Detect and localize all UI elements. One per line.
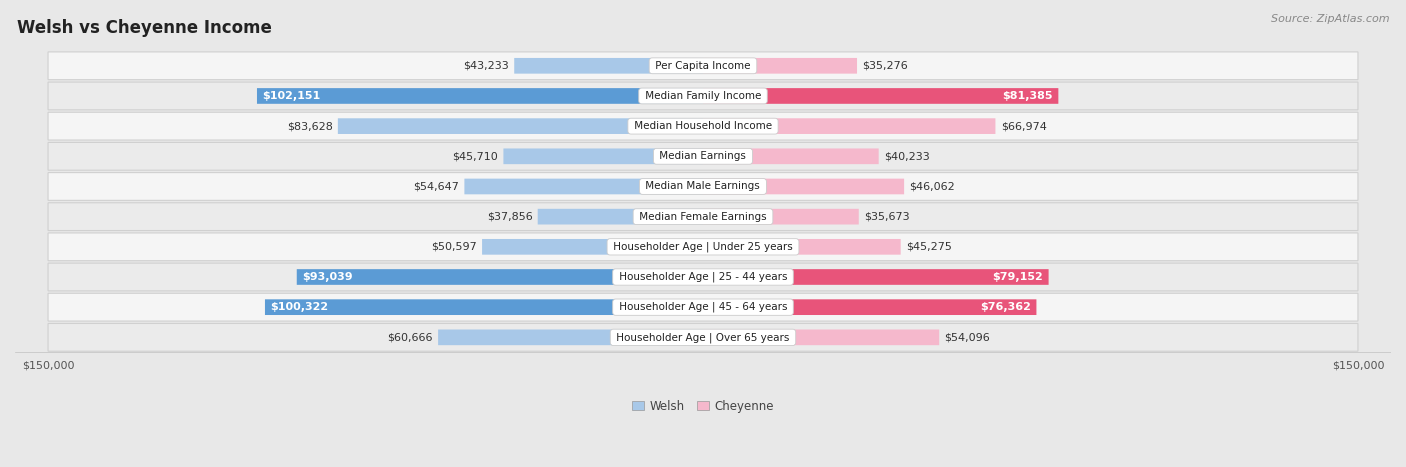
FancyBboxPatch shape: [48, 112, 1358, 140]
FancyBboxPatch shape: [337, 118, 703, 134]
Text: Median Female Earnings: Median Female Earnings: [636, 212, 770, 222]
Text: $50,597: $50,597: [432, 242, 477, 252]
FancyBboxPatch shape: [257, 88, 703, 104]
Text: $45,710: $45,710: [453, 151, 498, 161]
FancyBboxPatch shape: [703, 88, 1059, 104]
Text: Median Male Earnings: Median Male Earnings: [643, 182, 763, 191]
FancyBboxPatch shape: [48, 203, 1358, 231]
Text: Median Family Income: Median Family Income: [641, 91, 765, 101]
FancyBboxPatch shape: [703, 149, 879, 164]
Text: $40,233: $40,233: [884, 151, 929, 161]
Text: Householder Age | 25 - 44 years: Householder Age | 25 - 44 years: [616, 272, 790, 282]
FancyBboxPatch shape: [703, 58, 858, 74]
Text: Welsh vs Cheyenne Income: Welsh vs Cheyenne Income: [17, 19, 271, 37]
Text: $102,151: $102,151: [262, 91, 321, 101]
FancyBboxPatch shape: [48, 173, 1358, 200]
Text: $100,322: $100,322: [270, 302, 329, 312]
Text: Householder Age | Under 25 years: Householder Age | Under 25 years: [610, 241, 796, 252]
FancyBboxPatch shape: [537, 209, 703, 225]
Text: $35,673: $35,673: [865, 212, 910, 222]
FancyBboxPatch shape: [264, 299, 703, 315]
FancyBboxPatch shape: [48, 52, 1358, 80]
Text: Median Household Income: Median Household Income: [631, 121, 775, 131]
FancyBboxPatch shape: [703, 239, 901, 255]
Text: $79,152: $79,152: [993, 272, 1043, 282]
Text: $76,362: $76,362: [980, 302, 1031, 312]
FancyBboxPatch shape: [703, 269, 1049, 285]
FancyBboxPatch shape: [703, 330, 939, 345]
FancyBboxPatch shape: [503, 149, 703, 164]
Text: $60,666: $60,666: [388, 333, 433, 342]
FancyBboxPatch shape: [48, 324, 1358, 351]
Text: $37,856: $37,856: [486, 212, 533, 222]
FancyBboxPatch shape: [48, 233, 1358, 261]
FancyBboxPatch shape: [482, 239, 703, 255]
FancyBboxPatch shape: [48, 263, 1358, 291]
Text: $54,096: $54,096: [945, 333, 990, 342]
FancyBboxPatch shape: [703, 299, 1036, 315]
Text: $93,039: $93,039: [302, 272, 353, 282]
Text: $46,062: $46,062: [910, 182, 955, 191]
Text: $81,385: $81,385: [1002, 91, 1053, 101]
Text: Householder Age | 45 - 64 years: Householder Age | 45 - 64 years: [616, 302, 790, 312]
FancyBboxPatch shape: [48, 82, 1358, 110]
FancyBboxPatch shape: [703, 118, 995, 134]
FancyBboxPatch shape: [703, 209, 859, 225]
FancyBboxPatch shape: [703, 179, 904, 194]
Text: Per Capita Income: Per Capita Income: [652, 61, 754, 71]
Legend: Welsh, Cheyenne: Welsh, Cheyenne: [627, 395, 779, 417]
Text: $66,974: $66,974: [1001, 121, 1046, 131]
FancyBboxPatch shape: [297, 269, 703, 285]
FancyBboxPatch shape: [48, 293, 1358, 321]
FancyBboxPatch shape: [439, 330, 703, 345]
Text: $54,647: $54,647: [413, 182, 460, 191]
FancyBboxPatch shape: [464, 179, 703, 194]
Text: Source: ZipAtlas.com: Source: ZipAtlas.com: [1271, 14, 1389, 24]
FancyBboxPatch shape: [515, 58, 703, 74]
FancyBboxPatch shape: [48, 142, 1358, 170]
Text: $45,275: $45,275: [905, 242, 952, 252]
Text: $83,628: $83,628: [287, 121, 333, 131]
Text: $43,233: $43,233: [463, 61, 509, 71]
Text: Householder Age | Over 65 years: Householder Age | Over 65 years: [613, 332, 793, 343]
Text: Median Earnings: Median Earnings: [657, 151, 749, 161]
Text: $35,276: $35,276: [862, 61, 908, 71]
